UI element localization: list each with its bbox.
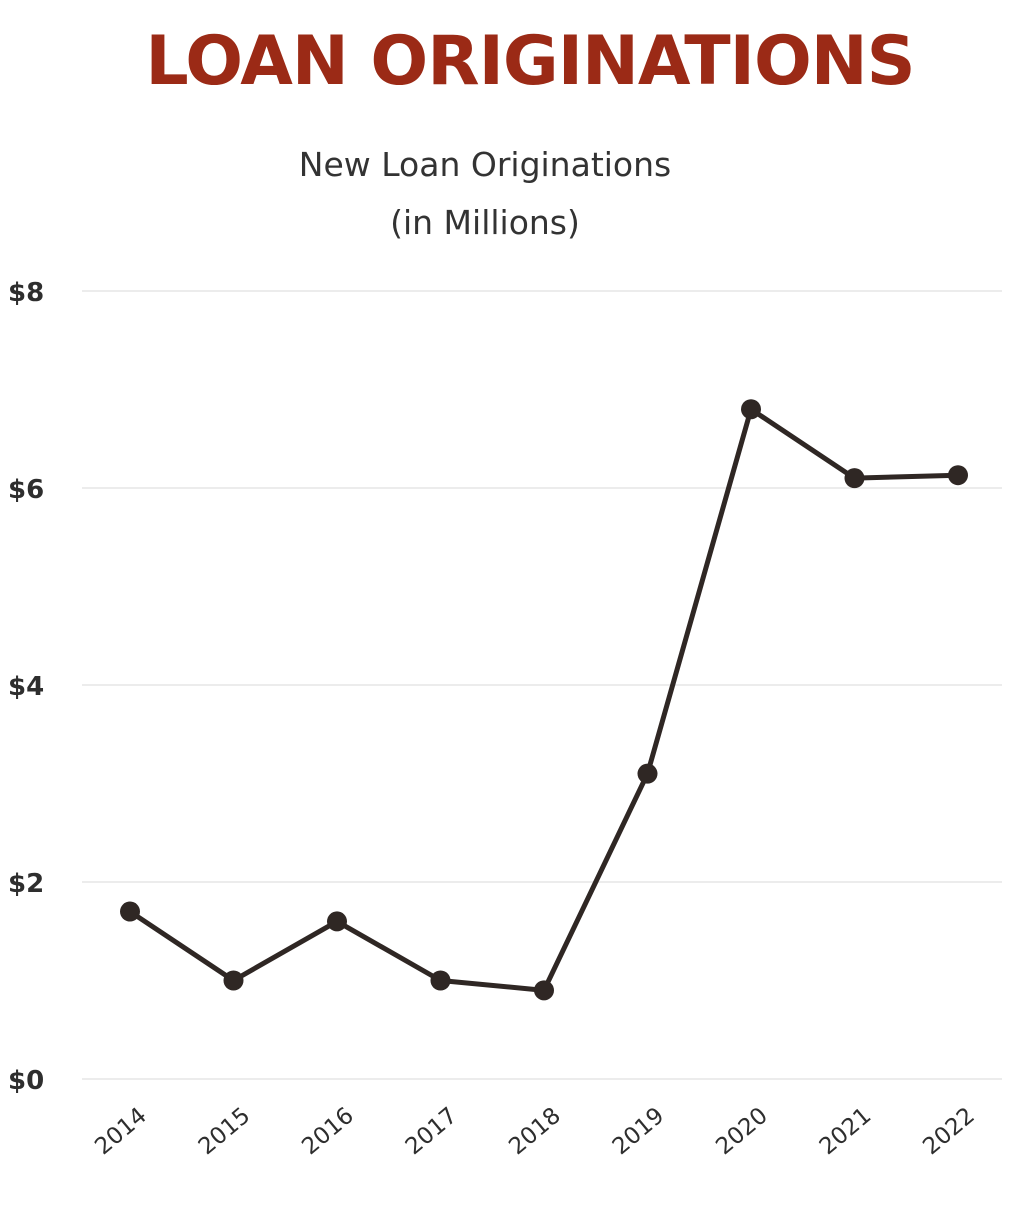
x-tick-label: 2016	[297, 1103, 359, 1161]
data-point	[637, 763, 658, 784]
x-tick-label: 2020	[711, 1103, 773, 1161]
chart-subtitle: New Loan Originations (in Millions)	[298, 145, 672, 242]
series	[120, 399, 968, 1001]
x-tick-label: 2022	[918, 1103, 980, 1161]
y-tick-label: $4	[8, 672, 44, 702]
data-point	[430, 970, 451, 991]
data-point	[223, 970, 244, 991]
data-point	[741, 399, 761, 420]
y-tick-label: $2	[8, 869, 44, 899]
x-axis-ticks: 2014 2015 2016 2017 2018 2019 2020 2021 2022	[90, 1103, 980, 1161]
series-line	[127, 406, 961, 993]
data-point	[327, 911, 347, 932]
x-tick-label: 2021	[815, 1103, 877, 1161]
x-tick-label: 2014	[90, 1103, 152, 1161]
data-point	[948, 465, 968, 486]
x-tick-label: 2015	[194, 1103, 256, 1161]
x-tick-label: 2019	[608, 1103, 670, 1161]
data-point	[120, 901, 140, 922]
y-tick-label: $8	[8, 278, 44, 308]
gridlines	[82, 290, 1002, 1080]
data-point	[534, 980, 554, 1001]
y-tick-label: $6	[8, 475, 44, 505]
y-tick-label: $0	[8, 1066, 44, 1096]
y-axis-ticks: $0 $2 $4 $6 $8	[8, 278, 44, 1096]
data-point	[844, 468, 865, 489]
x-tick-label: 2018	[504, 1103, 566, 1161]
x-tick-label: 2017	[401, 1103, 463, 1161]
chart-title: LOAN ORIGINATIONS	[145, 22, 915, 101]
